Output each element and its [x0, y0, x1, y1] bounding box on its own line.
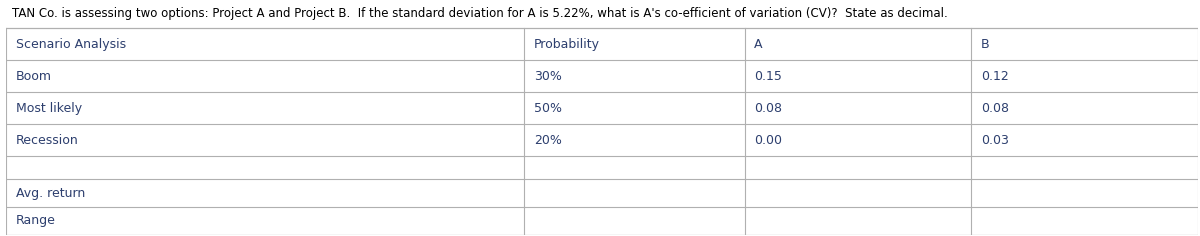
Text: 30%: 30%	[534, 70, 562, 83]
Text: 0.00: 0.00	[755, 134, 782, 147]
Text: 0.12: 0.12	[980, 70, 1008, 83]
Text: 50%: 50%	[534, 102, 562, 115]
Text: Probability: Probability	[534, 38, 600, 51]
Text: 0.08: 0.08	[755, 102, 782, 115]
Text: Scenario Analysis: Scenario Analysis	[16, 38, 126, 51]
Text: 0.08: 0.08	[980, 102, 1009, 115]
Text: 0.15: 0.15	[755, 70, 782, 83]
Text: Most likely: Most likely	[16, 102, 82, 115]
Text: Range: Range	[16, 214, 55, 228]
Text: A: A	[755, 38, 763, 51]
Text: Boom: Boom	[16, 70, 52, 83]
Text: Recession: Recession	[16, 134, 78, 147]
Text: TAN Co. is assessing two options: Project A and Project B.  If the standard devi: TAN Co. is assessing two options: Projec…	[12, 7, 948, 20]
Text: 0.03: 0.03	[980, 134, 1009, 147]
Text: Avg. return: Avg. return	[16, 186, 85, 199]
Text: 20%: 20%	[534, 134, 562, 147]
Text: B: B	[980, 38, 989, 51]
